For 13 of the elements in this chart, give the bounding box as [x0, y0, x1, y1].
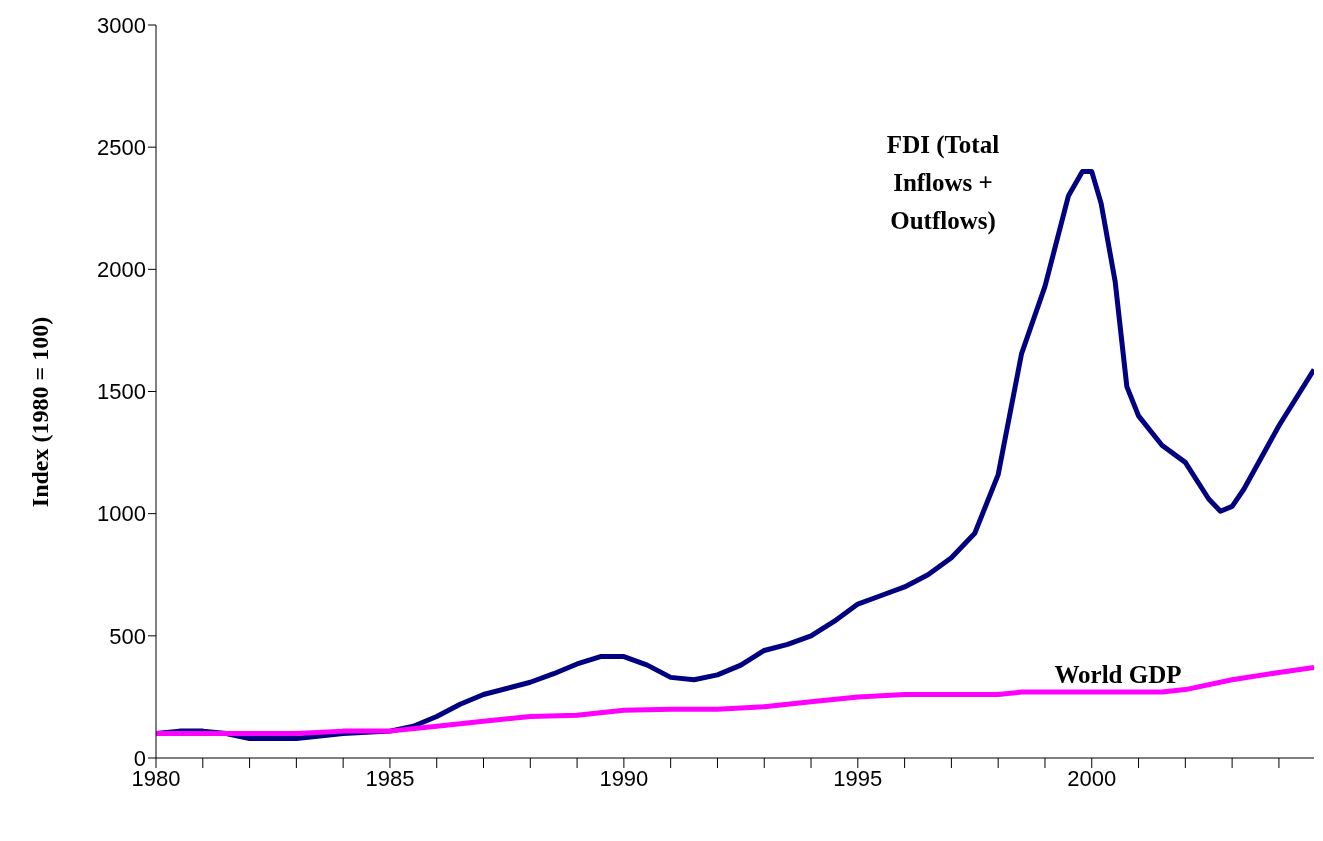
text: FDI (Total Inflows + Outflows) [885, 130, 1001, 237]
x-tick-label: 2000 [1067, 765, 1117, 791]
x-tick-label: 1990 [599, 765, 649, 791]
y-tick-label: 2500 [97, 134, 146, 160]
y-tick-label: 500 [109, 623, 146, 649]
y-tick-label: 1000 [97, 501, 146, 527]
y-axis-title: Index (1980 = 100) [26, 316, 54, 507]
series-label: World GDP [1053, 660, 1183, 690]
y-tick-label: 3000 [97, 12, 146, 38]
y-tick-label: 2000 [97, 257, 146, 283]
x-tick-label: 1985 [365, 765, 415, 791]
x-tick-label: 1995 [833, 765, 883, 791]
y-tick-label: 1500 [97, 379, 146, 405]
